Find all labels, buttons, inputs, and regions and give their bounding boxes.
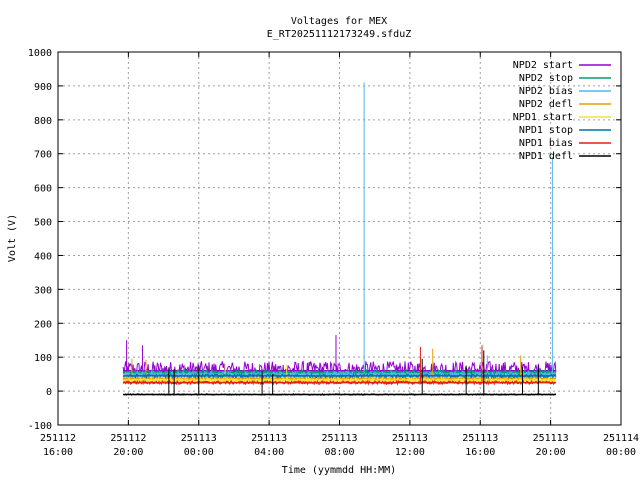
- x-tick-date: 251113: [321, 433, 357, 444]
- legend: NPD2 start NPD2 stop NPD2 bias NPD2 defl NPD…: [513, 60, 611, 162]
- legend-label: NPD1 defl: [519, 151, 573, 162]
- y-tick-label: 400: [34, 251, 52, 262]
- x-tick-time: 00:00: [606, 447, 636, 458]
- x-tick-time: 16:00: [465, 447, 495, 458]
- legend-label: NPD1 stop: [519, 125, 573, 136]
- x-axis: 251112 16:00 251112 20:00 251113 00:00 251113 0…: [40, 52, 639, 458]
- y-tick-label: 100: [34, 353, 52, 364]
- legend-label: NPD2 bias: [519, 86, 573, 97]
- legend-label: NPD2 stop: [519, 73, 573, 84]
- y-tick-label: 700: [34, 150, 52, 161]
- legend-label: NPD1 bias: [519, 138, 573, 149]
- y-tick-label: 0: [46, 387, 52, 398]
- x-tick-time: 16:00: [43, 447, 73, 458]
- x-tick-time: 08:00: [324, 447, 354, 458]
- y-tick-label: 500: [34, 218, 52, 229]
- y-tick-label: 300: [34, 285, 52, 296]
- chart-title: Voltages for MEX: [291, 16, 387, 27]
- legend-label: NPD2 defl: [519, 99, 573, 110]
- series-npd1-defl: [122, 350, 557, 397]
- x-tick-date: 251113: [533, 433, 569, 444]
- x-tick-date: 251112: [110, 433, 146, 444]
- x-tick-time: 20:00: [536, 447, 566, 458]
- y-tick-label: 200: [34, 319, 52, 330]
- y-tick-label: 600: [34, 184, 52, 195]
- y-axis: -100 0 100 200 300 400 500 600 700 800 900 1000: [28, 48, 621, 432]
- y-tick-label: 1000: [28, 48, 52, 59]
- plot-area: [122, 82, 557, 397]
- chart-subtitle: E_RT20251112173249.sfduZ: [267, 29, 412, 40]
- y-tick-label: 900: [34, 82, 52, 93]
- x-tick-time: 20:00: [113, 447, 143, 458]
- y-tick-label: -100: [28, 421, 52, 432]
- x-tick-time: 04:00: [254, 447, 284, 458]
- series-npd2-start: [122, 335, 557, 380]
- x-tick-date: 251113: [392, 433, 428, 444]
- x-tick-time: 00:00: [184, 447, 214, 458]
- x-tick-date: 251112: [40, 433, 76, 444]
- legend-label: NPD2 start: [513, 60, 573, 71]
- y-tick-label: 800: [34, 116, 52, 127]
- y-axis-label: Volt (V): [7, 214, 18, 262]
- x-axis-label: Time (yymmdd HH:MM): [282, 465, 396, 476]
- x-tick-date: 251113: [251, 433, 287, 444]
- legend-label: NPD1 start: [513, 112, 573, 123]
- x-tick-date: 251114: [603, 433, 639, 444]
- series-trace: [122, 392, 557, 397]
- x-tick-time: 12:00: [395, 447, 425, 458]
- x-tick-date: 251113: [462, 433, 498, 444]
- x-tick-date: 251113: [181, 433, 217, 444]
